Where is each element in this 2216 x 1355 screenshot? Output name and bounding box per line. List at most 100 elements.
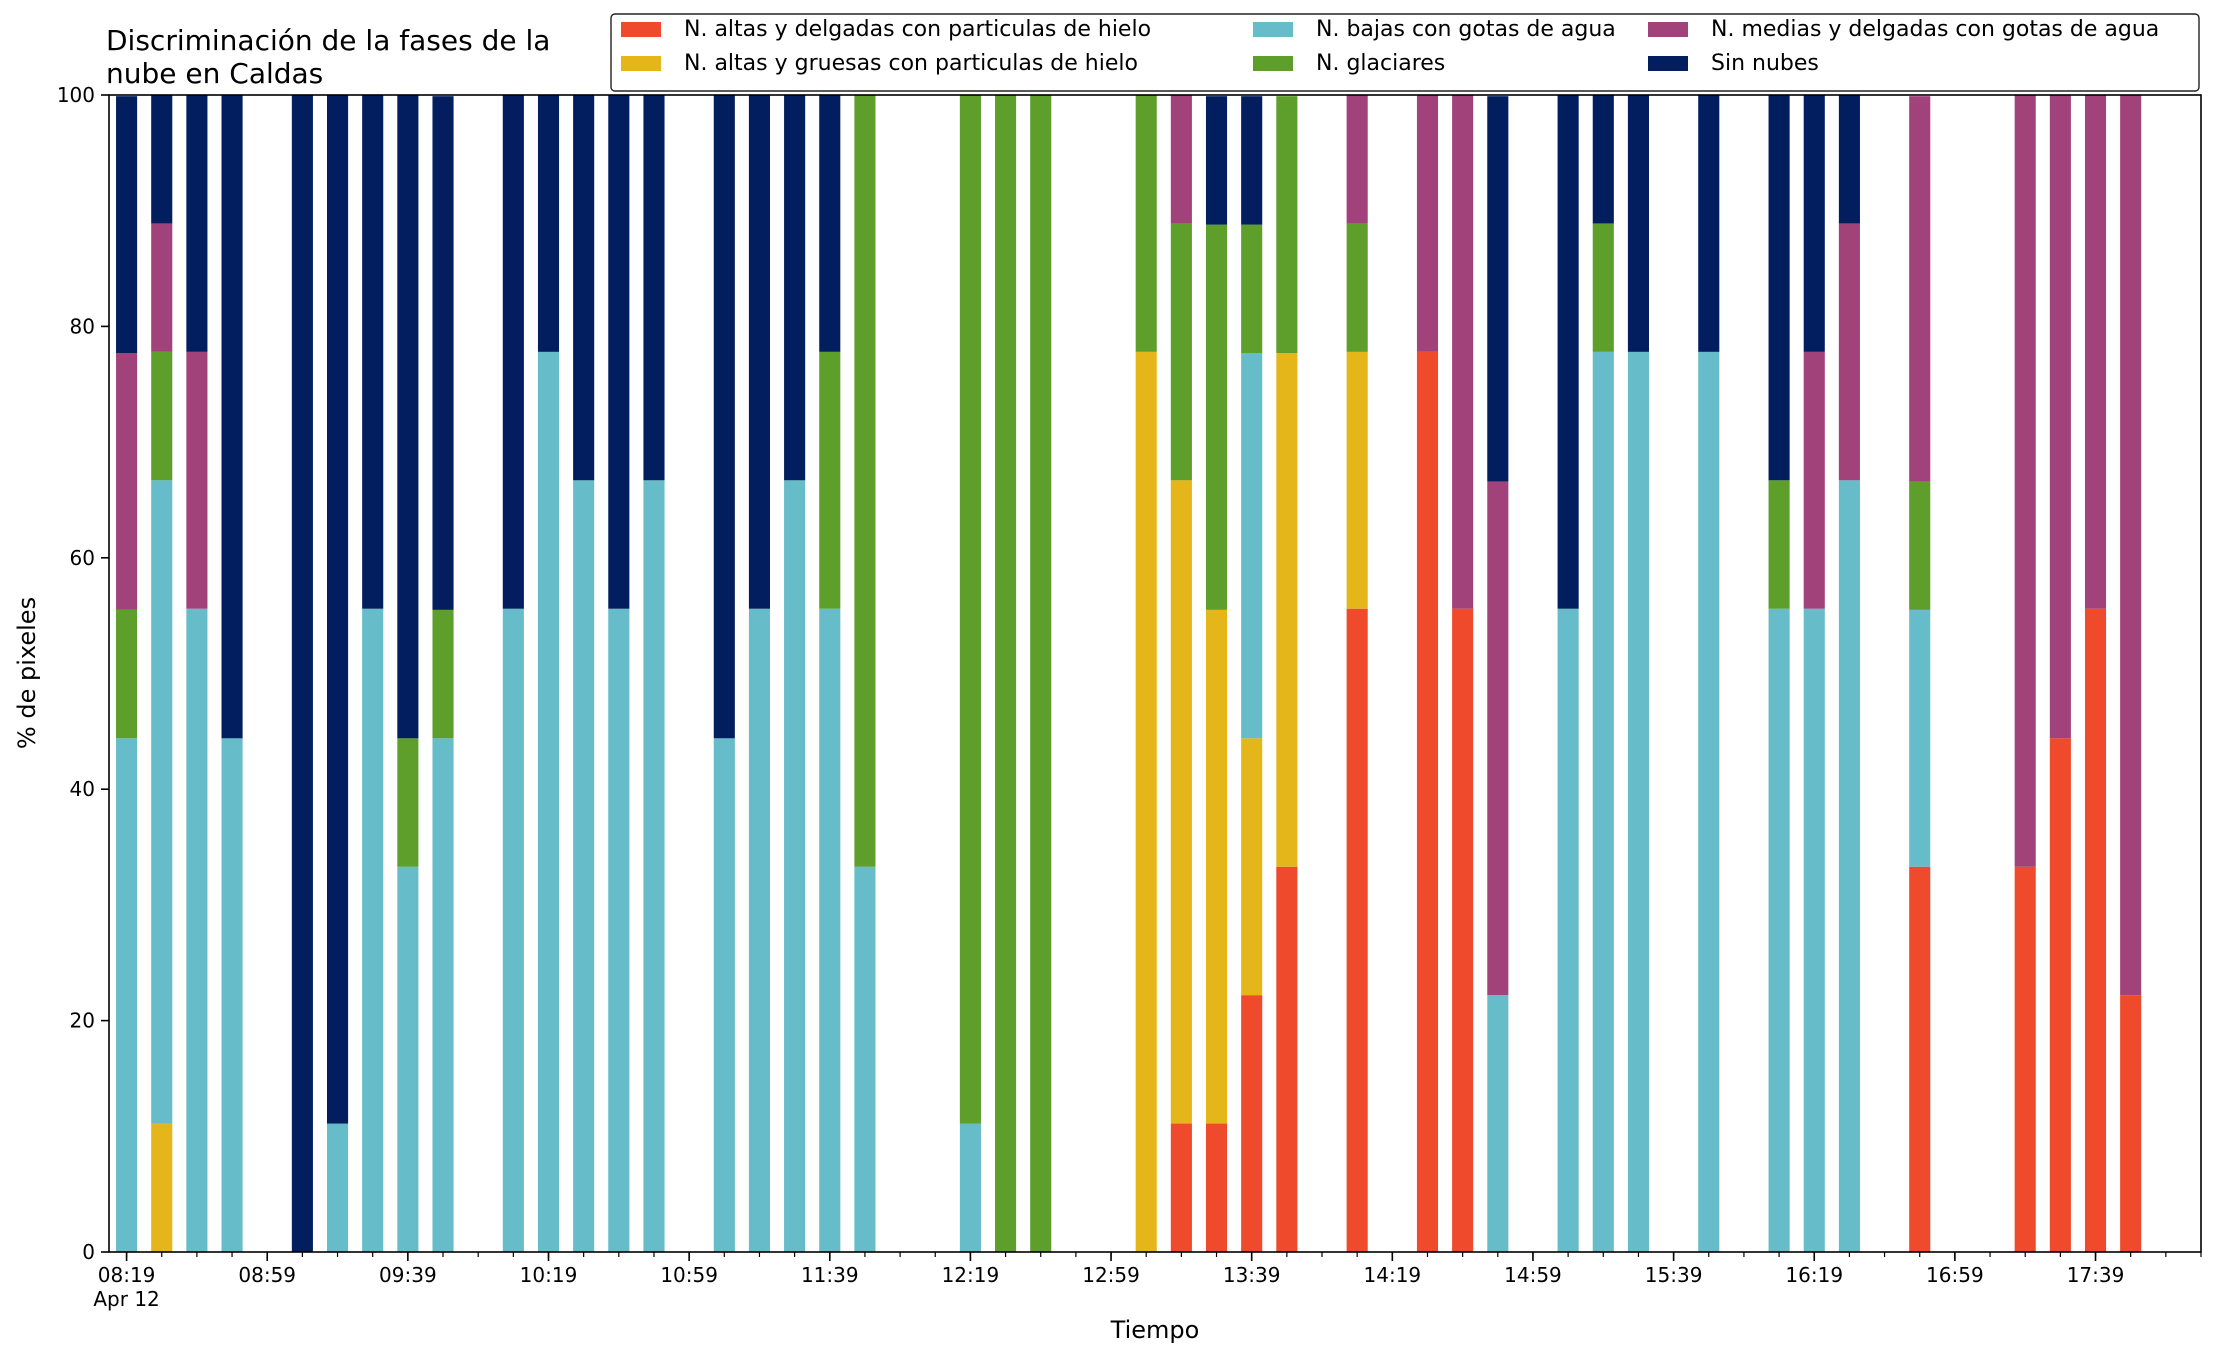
- legend-frame: [610, 13, 2200, 92]
- bar-1519-sin-nubes: [1592, 95, 1614, 224]
- bar-1349-n-glaciares: [1276, 96, 1298, 354]
- legend-label-sin-nubes: Sin nubes: [1711, 51, 1819, 76]
- bar-0829-n-glaciares: [151, 351, 173, 481]
- y-tick-label: 0: [82, 1240, 95, 1264]
- bar-1109-sin-nubes: [713, 95, 735, 739]
- bar-0939-sin-nubes: [397, 95, 419, 739]
- bar-1029-sin-nubes: [573, 95, 595, 481]
- bar-1739-n-medias-y-delgadas-con-gotas-de-agua: [2084, 95, 2107, 609]
- bar-1649-n-bajas-con-gotas-de-agua: [1909, 609, 1931, 867]
- bar-1649-n-altas-y-delgadas-con-particulas-de-hielo: [1909, 866, 1931, 1252]
- chart-title-line-1: Discriminación de la fases de la: [106, 24, 550, 57]
- bar-1749-n-medias-y-delgadas-con-gotas-de-agua: [2120, 95, 2142, 996]
- x-tick-label: 10:59: [660, 1263, 718, 1287]
- bar-0949-n-bajas-con-gotas-de-agua: [432, 738, 454, 1252]
- x-tick-label: 14:59: [1504, 1263, 1562, 1287]
- x-axis: 08:19 08:59 09:39 10:19 10:59 11:39 12:19 12:59…: [93, 1252, 2202, 1311]
- bar-1139-sin-nubes: [819, 95, 841, 352]
- bar-1219-n-glaciares: [959, 95, 981, 1124]
- bar-0829-n-bajas-con-gotas-de-agua: [151, 480, 173, 1124]
- bar-1739-n-altas-y-delgadas-con-particulas-de-hielo: [2084, 608, 2107, 1252]
- bar-1619-n-bajas-con-gotas-de-agua: [1803, 608, 1825, 1252]
- y-tick-label: 40: [70, 777, 95, 801]
- bar-1139-n-bajas-con-gotas-de-agua: [819, 608, 841, 1252]
- y-tick-label: 20: [70, 1009, 95, 1033]
- legend-swatch-n-altas-y-delgadas-con-particulas-de-hielo: [621, 22, 661, 37]
- bar-1319-n-glaciares: [1170, 223, 1192, 481]
- bar-0849-sin-nubes: [221, 95, 243, 739]
- bar-0919-sin-nubes: [326, 95, 349, 1124]
- bar-1309-n-glaciares: [1135, 95, 1157, 352]
- bar-0819-n-medias-y-delgadas-con-gotas-de-agua: [116, 353, 138, 610]
- legend-swatch-n-altas-y-gruesas-con-particulas-de-hielo: [621, 56, 661, 71]
- x-tick-label: 15:39: [1645, 1263, 1703, 1287]
- bar-1009-sin-nubes: [502, 95, 524, 609]
- bar-1029-n-bajas-con-gotas-de-agua: [573, 480, 595, 1252]
- legend: N. altas y delgadas con particulas de hi…: [610, 13, 2200, 92]
- bar-1449-sin-nubes: [1487, 96, 1509, 482]
- bar-1449-n-medias-y-delgadas-con-gotas-de-agua: [1487, 481, 1509, 996]
- bar-0929-sin-nubes: [362, 95, 384, 609]
- bar-1329-n-altas-y-gruesas-con-particulas-de-hielo: [1205, 609, 1228, 1124]
- bar-0819-n-glaciares: [116, 609, 138, 739]
- bar-1339-n-altas-y-gruesas-con-particulas-de-hielo: [1241, 738, 1263, 996]
- bar-1729-n-medias-y-delgadas-con-gotas-de-agua: [2049, 95, 2071, 739]
- bar-1439-n-altas-y-delgadas-con-particulas-de-hielo: [1452, 608, 1474, 1252]
- bar-0949-sin-nubes: [432, 96, 454, 610]
- bar-1319-n-altas-y-gruesas-con-particulas-de-hielo: [1170, 480, 1192, 1124]
- bar-1129-sin-nubes: [784, 95, 806, 481]
- bar-1339-n-altas-y-delgadas-con-particulas-de-hielo: [1241, 995, 1263, 1252]
- bar-1619-sin-nubes: [1803, 95, 1825, 352]
- bar-0829-n-medias-y-delgadas-con-gotas-de-agua: [151, 223, 173, 352]
- bar-1719-n-altas-y-delgadas-con-particulas-de-hielo: [2014, 866, 2036, 1252]
- y-tick-label: 100: [57, 83, 95, 107]
- x-tick-label: 12:59: [1082, 1263, 1140, 1287]
- bar-0909-sin-nubes: [291, 95, 313, 1252]
- bar-1519-n-bajas-con-gotas-de-agua: [1592, 351, 1614, 1253]
- bar-1409-n-glaciares: [1346, 223, 1368, 352]
- x-tick-label: 08:59: [238, 1263, 296, 1287]
- x-tick-label: 12:19: [942, 1263, 1000, 1287]
- bar-1019-n-bajas-con-gotas-de-agua: [537, 351, 560, 1253]
- plot-frame: [108, 94, 2202, 1253]
- x-tick-label: 16:59: [1926, 1263, 1984, 1287]
- legend-swatch-n-bajas-con-gotas-de-agua: [1253, 22, 1293, 37]
- bar-1649-n-medias-y-delgadas-con-gotas-de-agua: [1909, 96, 1931, 482]
- bar-1329-n-glaciares: [1205, 224, 1228, 610]
- y-tick-label: 60: [70, 546, 95, 570]
- bar-0839-n-bajas-con-gotas-de-agua: [186, 608, 208, 1252]
- legend-label-n-altas-y-gruesas-con-particulas-de-hielo: N. altas y gruesas con particulas de hie…: [684, 51, 1138, 76]
- x-tick-label: 16:19: [1785, 1263, 1843, 1287]
- bar-1629-sin-nubes: [1838, 95, 1860, 224]
- bar-1019-sin-nubes: [537, 95, 560, 352]
- bar-1119-sin-nubes: [748, 95, 771, 609]
- bar-1409-n-altas-y-delgadas-con-particulas-de-hielo: [1346, 608, 1368, 1252]
- bar-1609-n-bajas-con-gotas-de-agua: [1768, 608, 1790, 1252]
- bar-1039-n-bajas-con-gotas-de-agua: [608, 608, 630, 1252]
- bar-1339-sin-nubes: [1241, 96, 1263, 225]
- bar-1339-n-bajas-con-gotas-de-agua: [1241, 353, 1263, 739]
- bar-1039-sin-nubes: [608, 95, 630, 609]
- x-axis-label: Tiempo: [1110, 1316, 1200, 1344]
- legend-swatch-sin-nubes: [1648, 56, 1688, 71]
- y-tick-label: 80: [70, 314, 95, 338]
- legend-label-n-medias-y-delgadas-con-gotas-de-agua: N. medias y delgadas con gotas de agua: [1711, 17, 2159, 42]
- bar-0919-n-bajas-con-gotas-de-agua: [326, 1123, 349, 1252]
- x-date-label: Apr 12: [93, 1287, 159, 1311]
- bar-1409-n-medias-y-delgadas-con-gotas-de-agua: [1346, 95, 1368, 224]
- chart-title-line-2: nube en Caldas: [106, 57, 323, 90]
- bar-0829-sin-nubes: [151, 95, 173, 224]
- bar-1339-n-glaciares: [1241, 224, 1263, 354]
- legend-label-n-bajas-con-gotas-de-agua: N. bajas con gotas de agua: [1316, 17, 1616, 42]
- bar-1629-n-medias-y-delgadas-con-gotas-de-agua: [1838, 223, 1860, 481]
- bar-1229-n-glaciares: [995, 95, 1017, 1252]
- x-tick-label: 14:19: [1364, 1263, 1422, 1287]
- bar-0839-n-medias-y-delgadas-con-gotas-de-agua: [186, 351, 208, 609]
- bar-1619-n-medias-y-delgadas-con-gotas-de-agua: [1803, 351, 1825, 609]
- x-tick-label: 08:19: [98, 1263, 156, 1287]
- bar-1329-sin-nubes: [1205, 96, 1228, 225]
- x-tick-label: 13:39: [1223, 1263, 1281, 1287]
- bar-1519-n-glaciares: [1592, 223, 1614, 352]
- bar-1549-sin-nubes: [1698, 95, 1720, 352]
